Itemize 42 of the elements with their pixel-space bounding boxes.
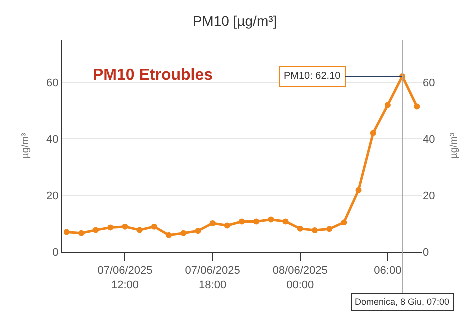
y2-tick-label: 20 bbox=[423, 190, 436, 202]
point bbox=[108, 224, 114, 231]
y-tick-label: 40 bbox=[46, 134, 59, 146]
point bbox=[297, 226, 304, 232]
point bbox=[136, 227, 143, 234]
x-tick-label: 07/06/2025 12:00 bbox=[98, 265, 153, 292]
chart-title: PM10 [µg/m³] bbox=[192, 12, 278, 29]
point bbox=[151, 224, 158, 230]
y-tick-label: 0 bbox=[52, 246, 59, 259]
annotation: PM10 Etroubles bbox=[93, 67, 214, 84]
y-tick-label: 60 bbox=[46, 77, 59, 90]
point bbox=[180, 230, 187, 236]
y2-tick-label: 40 bbox=[423, 134, 436, 146]
y-tick-label: 20 bbox=[46, 190, 59, 202]
point bbox=[210, 220, 216, 226]
point bbox=[414, 104, 420, 110]
y2-axis-title: µg/m³ bbox=[448, 132, 460, 159]
point bbox=[282, 218, 289, 225]
point bbox=[64, 229, 70, 236]
point bbox=[356, 187, 362, 194]
point bbox=[239, 218, 245, 225]
y2-tick-label: 0 bbox=[423, 246, 430, 259]
x-tick-label: 07/06/2025 18:00 bbox=[185, 265, 240, 292]
point bbox=[312, 228, 318, 234]
point bbox=[268, 216, 274, 223]
point bbox=[195, 228, 202, 234]
y-axis-title: µg/m³ bbox=[20, 132, 32, 159]
point bbox=[384, 102, 391, 108]
annotation: Domenica, 8 Giu, 07:00 bbox=[355, 297, 450, 307]
point bbox=[341, 220, 348, 226]
point bbox=[254, 218, 260, 225]
point bbox=[78, 230, 84, 236]
point bbox=[326, 226, 333, 232]
point bbox=[93, 227, 100, 234]
y2-tick-label: 60 bbox=[423, 77, 436, 90]
annotation: PM10: 62.10 bbox=[284, 71, 342, 82]
point bbox=[370, 130, 376, 136]
x-tick-label: 08/06/2025 00:00 bbox=[272, 265, 328, 292]
x-tick-label: 06:00 bbox=[374, 265, 402, 278]
point bbox=[122, 224, 128, 230]
point bbox=[224, 222, 230, 229]
point bbox=[166, 232, 172, 238]
